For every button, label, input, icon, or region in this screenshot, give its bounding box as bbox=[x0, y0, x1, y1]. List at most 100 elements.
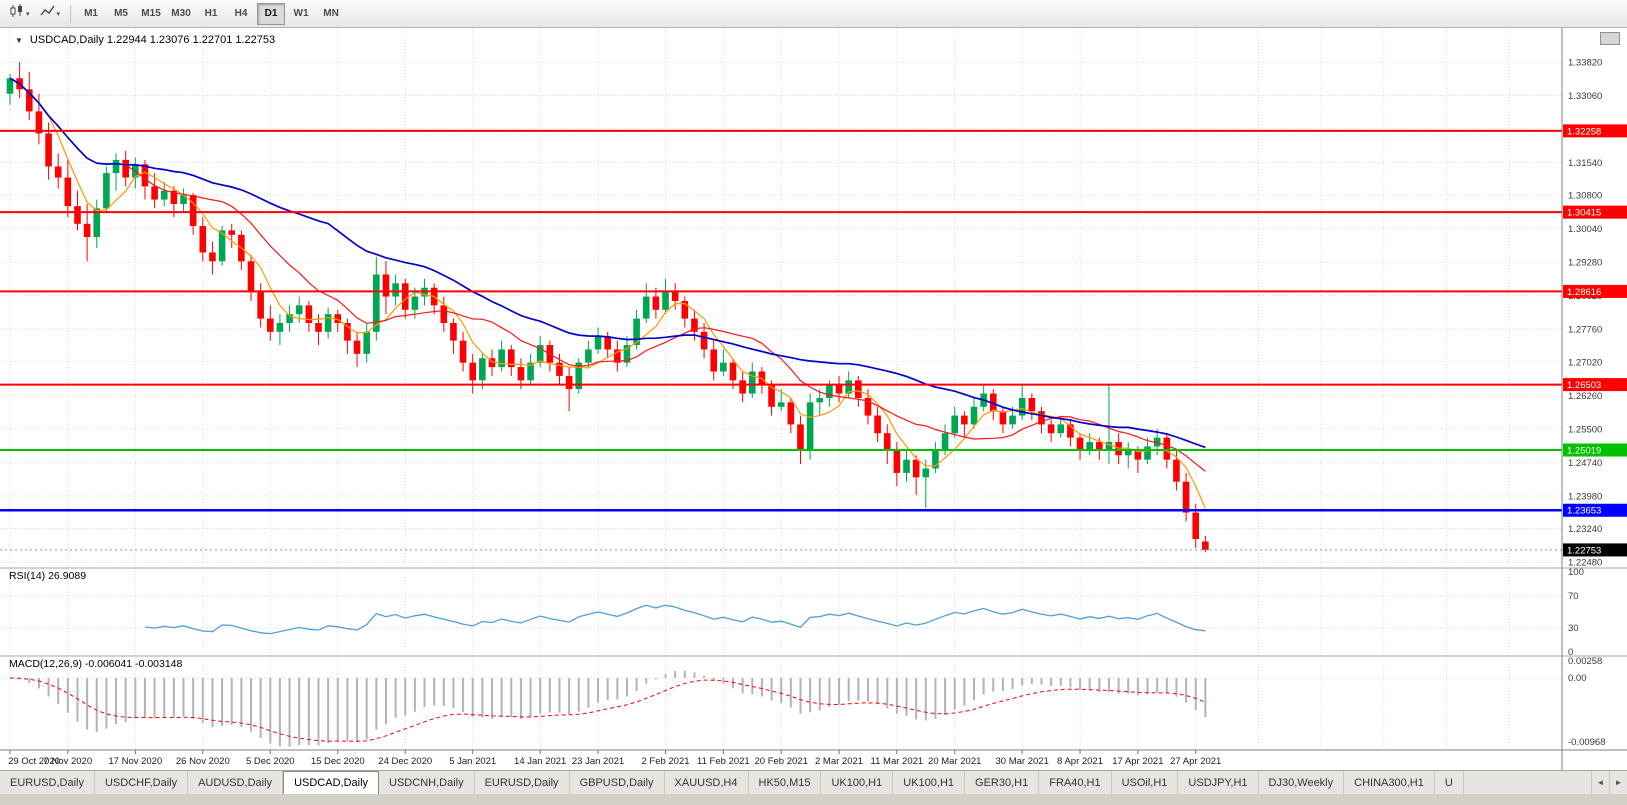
symbol-tab-AUDUSD-Daily[interactable]: AUDUSD,Daily bbox=[188, 771, 284, 794]
timeframe-button-MN[interactable]: MN bbox=[323, 8, 339, 19]
line-chart-icon bbox=[39, 4, 55, 23]
svg-text:2 Feb 2021: 2 Feb 2021 bbox=[641, 756, 689, 767]
chart-window: 1.33820 1.33060 1.31540 1.30800 1.30040 1.292… bbox=[0, 28, 1627, 770]
timeframe-button-D1[interactable]: D1 bbox=[257, 2, 286, 25]
rsi-line bbox=[144, 604, 1206, 635]
symbol-tab-GER30-H1[interactable]: GER30,H1 bbox=[965, 771, 1040, 794]
level-price-badge bbox=[1563, 284, 1627, 298]
symbol-tab-USDCAD-Daily[interactable]: USDCAD,Daily bbox=[283, 771, 380, 794]
dropdown-caret-icon: ▾ bbox=[56, 10, 61, 18]
symbol-tab-UK100-H1[interactable]: UK100,H1 bbox=[821, 771, 894, 794]
svg-text:1.30800: 1.30800 bbox=[1568, 191, 1602, 202]
symbol-tab-U[interactable]: U bbox=[1435, 771, 1464, 794]
svg-text:1.33820: 1.33820 bbox=[1568, 57, 1602, 68]
bottom-strip bbox=[0, 794, 1627, 805]
dropdown-caret-icon: ▾ bbox=[26, 10, 30, 18]
symbol-tab-UK100-H1[interactable]: UK100,H1 bbox=[893, 771, 966, 794]
svg-text:7 Nov 2020: 7 Nov 2020 bbox=[44, 756, 93, 767]
svg-text:1.29280: 1.29280 bbox=[1568, 258, 1602, 269]
chart-canvas[interactable]: 1.33820 1.33060 1.31540 1.30800 1.30040 1.292… bbox=[0, 28, 1627, 770]
moving-average-34 bbox=[9, 77, 1206, 449]
svg-text:1.23240: 1.23240 bbox=[1568, 524, 1602, 535]
svg-text:5 Dec 2020: 5 Dec 2020 bbox=[246, 756, 295, 767]
symbol-tabbar: EURUSD,Daily USDCHF,Daily AUDUSD,Daily USDC… bbox=[0, 770, 1627, 794]
svg-text:1.33060: 1.33060 bbox=[1568, 91, 1602, 102]
symbol-tab-GBPUSD-Daily[interactable]: GBPUSD,Daily bbox=[570, 771, 665, 794]
macd-signal-line bbox=[9, 677, 1206, 742]
svg-text:17 Nov 2020: 17 Nov 2020 bbox=[108, 756, 162, 767]
level-price-badge bbox=[1563, 205, 1627, 219]
svg-text:26 Nov 2020: 26 Nov 2020 bbox=[176, 756, 230, 767]
timeframe-button-M30[interactable]: M30 bbox=[171, 8, 191, 19]
svg-text:29 Oct 2020: 29 Oct 2020 bbox=[8, 756, 60, 767]
timeframe-button-M5[interactable]: M5 bbox=[114, 8, 128, 19]
symbol-tab-XAUUSD-H4[interactable]: XAUUSD,H4 bbox=[665, 771, 749, 794]
symbol-tabs: EURUSD,Daily USDCHF,Daily AUDUSD,Daily USDC… bbox=[0, 771, 1464, 794]
current-price-badge bbox=[1563, 543, 1627, 557]
chart-style-button[interactable]: ▾ bbox=[36, 2, 65, 25]
svg-text:11 Feb 2021: 11 Feb 2021 bbox=[697, 756, 750, 767]
chart-window-controls[interactable] bbox=[1600, 32, 1620, 45]
symbol-tab-USDCNH-Daily[interactable]: USDCNH,Daily bbox=[379, 771, 475, 794]
timeframe-button-H1[interactable]: H1 bbox=[204, 8, 218, 19]
svg-text:27 Apr 2021: 27 Apr 2021 bbox=[1170, 756, 1221, 767]
svg-text:1.27760: 1.27760 bbox=[1568, 325, 1602, 336]
svg-text:1.26260: 1.26260 bbox=[1568, 391, 1602, 402]
level-price-badge bbox=[1563, 443, 1627, 457]
svg-text:20 Feb 2021: 20 Feb 2021 bbox=[755, 756, 808, 767]
svg-text:30: 30 bbox=[1568, 623, 1579, 634]
chart-background bbox=[0, 28, 1627, 770]
svg-text:100: 100 bbox=[1568, 567, 1584, 578]
svg-text:1.30415: 1.30415 bbox=[1567, 208, 1601, 219]
svg-text:70: 70 bbox=[1568, 591, 1579, 602]
horizontal-level-lines[interactable] bbox=[0, 129, 1562, 512]
level-price-badge bbox=[1563, 378, 1627, 392]
symbol-tab-USOil-H1[interactable]: USOil,H1 bbox=[1112, 771, 1179, 794]
level-price-badge bbox=[1563, 503, 1627, 517]
symbol-tab-EURUSD-Daily[interactable]: EURUSD,Daily bbox=[475, 771, 570, 794]
tabs-scroll-left-button[interactable]: ◄ bbox=[1591, 771, 1609, 794]
svg-text:1.32258: 1.32258 bbox=[1567, 126, 1601, 137]
svg-text:11 Mar 2021: 11 Mar 2021 bbox=[871, 756, 924, 767]
timeframe-buttons: M1 M5 M15 M30 H1 H4 D1 W1 MN bbox=[76, 2, 346, 25]
svg-text:1.24740: 1.24740 bbox=[1568, 458, 1602, 469]
symbol-tab-CHINA300-H1[interactable]: CHINA300,H1 bbox=[1344, 771, 1435, 794]
svg-text:15 Dec 2020: 15 Dec 2020 bbox=[311, 756, 365, 767]
svg-text:1.25019: 1.25019 bbox=[1567, 446, 1601, 457]
symbol-tab-HK50-M15[interactable]: HK50,M15 bbox=[749, 771, 822, 794]
svg-text:1.31540: 1.31540 bbox=[1568, 158, 1602, 169]
svg-text:1.23653: 1.23653 bbox=[1567, 506, 1601, 517]
timeframe-button-M15[interactable]: M15 bbox=[141, 8, 161, 19]
tabs-scroll-right-button[interactable]: ► bbox=[1609, 771, 1627, 794]
symbol-tab-USDCHF-Daily[interactable]: USDCHF,Daily bbox=[95, 771, 189, 794]
level-price-badge bbox=[1563, 124, 1627, 138]
svg-text:1.22480: 1.22480 bbox=[1568, 557, 1602, 568]
svg-text:14 Jan 2021: 14 Jan 2021 bbox=[514, 756, 566, 767]
moving-average-13 bbox=[9, 77, 1206, 472]
svg-text:1.30040: 1.30040 bbox=[1568, 224, 1602, 235]
timeframe-button-H4[interactable]: H4 bbox=[234, 8, 248, 19]
svg-text:24 Dec 2020: 24 Dec 2020 bbox=[378, 756, 432, 767]
price-axis[interactable] bbox=[1563, 28, 1627, 770]
symbol-tab-FRA40-H1[interactable]: FRA40,H1 bbox=[1039, 771, 1112, 794]
toolbar-separator bbox=[70, 4, 72, 23]
svg-text:1.22753: 1.22753 bbox=[1567, 545, 1601, 556]
svg-text:2 Mar 2021: 2 Mar 2021 bbox=[815, 756, 863, 767]
svg-text:1.26503: 1.26503 bbox=[1567, 380, 1601, 391]
timeframe-button-M1[interactable]: M1 bbox=[84, 8, 98, 19]
symbol-tab-USDJPY-H1[interactable]: USDJPY,H1 bbox=[1178, 771, 1259, 794]
timeframe-toolbar: ▾ ▾ M1 M5 M15 M30 H1 H4 D1 W1 MN bbox=[0, 0, 1627, 28]
svg-text:17 Apr 2021: 17 Apr 2021 bbox=[1112, 756, 1163, 767]
svg-text:20 Mar 2021: 20 Mar 2021 bbox=[928, 756, 981, 767]
symbol-tab-EURUSD-Daily[interactable]: EURUSD,Daily bbox=[0, 771, 95, 794]
chart-type-button[interactable]: ▾ bbox=[5, 2, 34, 25]
svg-text:1.27020: 1.27020 bbox=[1568, 357, 1602, 368]
tab-scroll-arrows: ◄ ► bbox=[1591, 771, 1627, 794]
svg-text:1.25500: 1.25500 bbox=[1568, 424, 1602, 435]
svg-text:1.23980: 1.23980 bbox=[1568, 491, 1602, 502]
svg-text:0: 0 bbox=[1568, 647, 1573, 658]
timeframe-button-W1[interactable]: W1 bbox=[293, 8, 309, 19]
symbol-tab-DJ30-Weekly[interactable]: DJ30,Weekly bbox=[1259, 771, 1345, 794]
